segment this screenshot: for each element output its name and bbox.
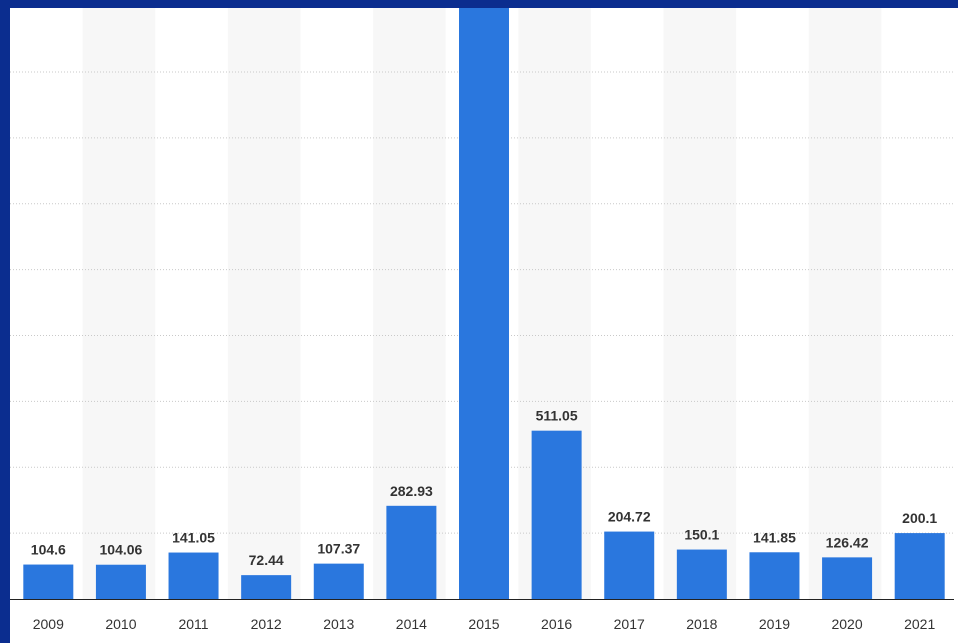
bar-2009[interactable]: [23, 564, 74, 599]
column-band: [373, 8, 446, 599]
column-band: [808, 8, 882, 599]
value-label-2013: 107.37: [317, 541, 360, 557]
column-bands: [82, 8, 882, 599]
x-tick-label-2010: 2010: [105, 616, 136, 632]
x-tick-label-2018: 2018: [686, 616, 717, 632]
bar-2014[interactable]: [386, 505, 437, 599]
x-tick-label-2014: 2014: [396, 616, 427, 632]
x-tick-label-2011: 2011: [178, 616, 208, 632]
x-tick-label-2012: 2012: [251, 616, 282, 632]
value-label-2020: 126.42: [826, 534, 869, 550]
value-label-2017: 204.72: [608, 509, 651, 525]
column-band: [663, 8, 737, 599]
value-label-2018: 150.1: [684, 527, 719, 543]
x-tick-label-2016: 2016: [541, 616, 572, 632]
bar-2012[interactable]: [241, 575, 292, 599]
x-tick-label-2015: 2015: [468, 616, 499, 632]
bar-chart: 104.6104.06141.0572.44107.37282.931,822.…: [10, 8, 954, 632]
value-labels: 104.6104.06141.0572.44107.37282.931,822.…: [31, 408, 938, 568]
bar-2020[interactable]: [822, 557, 873, 599]
x-axis-ticks: 2009 2010 2011 2012 2013 2014 2015 2016 2017 2018…: [33, 616, 936, 632]
value-label-2009: 104.6: [31, 542, 66, 558]
column-band: [82, 8, 156, 599]
bar-2010[interactable]: [95, 564, 146, 599]
bar-2019[interactable]: [749, 552, 800, 599]
value-label-2021: 200.1: [902, 510, 937, 526]
x-tick-label-2021: 2021: [904, 616, 935, 632]
bar-2018[interactable]: [676, 549, 727, 599]
x-tick-label-2009: 2009: [33, 616, 64, 632]
value-label-2012: 72.44: [249, 552, 284, 568]
value-label-2016: 511.05: [536, 408, 578, 424]
x-tick-label-2019: 2019: [759, 616, 790, 632]
x-tick-label-2017: 2017: [614, 616, 645, 632]
bar-2017[interactable]: [604, 531, 655, 599]
chart-frame: 104.6104.06141.0572.44107.37282.931,822.…: [10, 8, 958, 643]
bar-2015[interactable]: [459, 8, 509, 600]
value-label-2014: 282.93: [390, 483, 433, 499]
column-band: [227, 8, 301, 599]
bars: [23, 8, 945, 600]
value-label-2010: 104.06: [100, 542, 143, 558]
x-tick-label-2020: 2020: [831, 616, 862, 632]
value-label-2011: 141.05: [172, 530, 215, 546]
value-label-2019: 141.85: [753, 529, 796, 545]
bar-2016[interactable]: [531, 430, 582, 599]
bar-2013[interactable]: [313, 563, 364, 599]
x-tick-label-2013: 2013: [323, 616, 354, 632]
bar-2011[interactable]: [168, 552, 219, 599]
bar-2021[interactable]: [894, 533, 945, 599]
